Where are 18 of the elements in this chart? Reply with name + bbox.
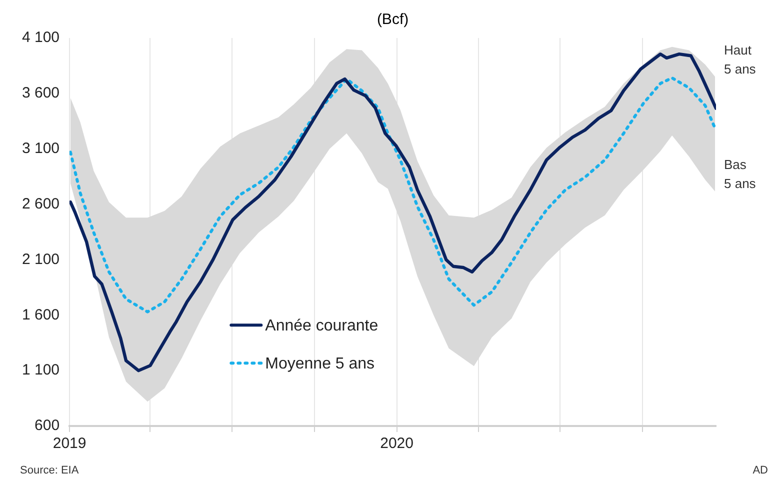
source-note: Source: EIA: [20, 464, 80, 477]
chart-title: (Bcf): [376, 11, 409, 28]
y-tick-label: 600: [34, 417, 60, 434]
line-series: [70, 76, 716, 314]
legend-label: Moyenne 5 ans: [265, 356, 375, 373]
y-tick-label: 3 100: [22, 140, 60, 157]
y-tick-label: 1 100: [22, 362, 60, 379]
text: AD: [752, 464, 768, 477]
annotation: Bas 5 ans: [724, 157, 756, 192]
x-tick-label: 2020: [380, 435, 414, 452]
y-tick-label: 1 600: [22, 306, 60, 324]
x-tick-label: 2019: [52, 435, 86, 452]
y-tick-label: 2 100: [22, 250, 60, 268]
y-tick-label: 3 600: [22, 84, 60, 102]
y-tick-label: 2 600: [22, 195, 60, 212]
legend-label: Année courante: [265, 318, 378, 335]
annotation: Haut 5 ans: [724, 42, 756, 76]
y-tick-label: 4 100: [22, 29, 60, 46]
